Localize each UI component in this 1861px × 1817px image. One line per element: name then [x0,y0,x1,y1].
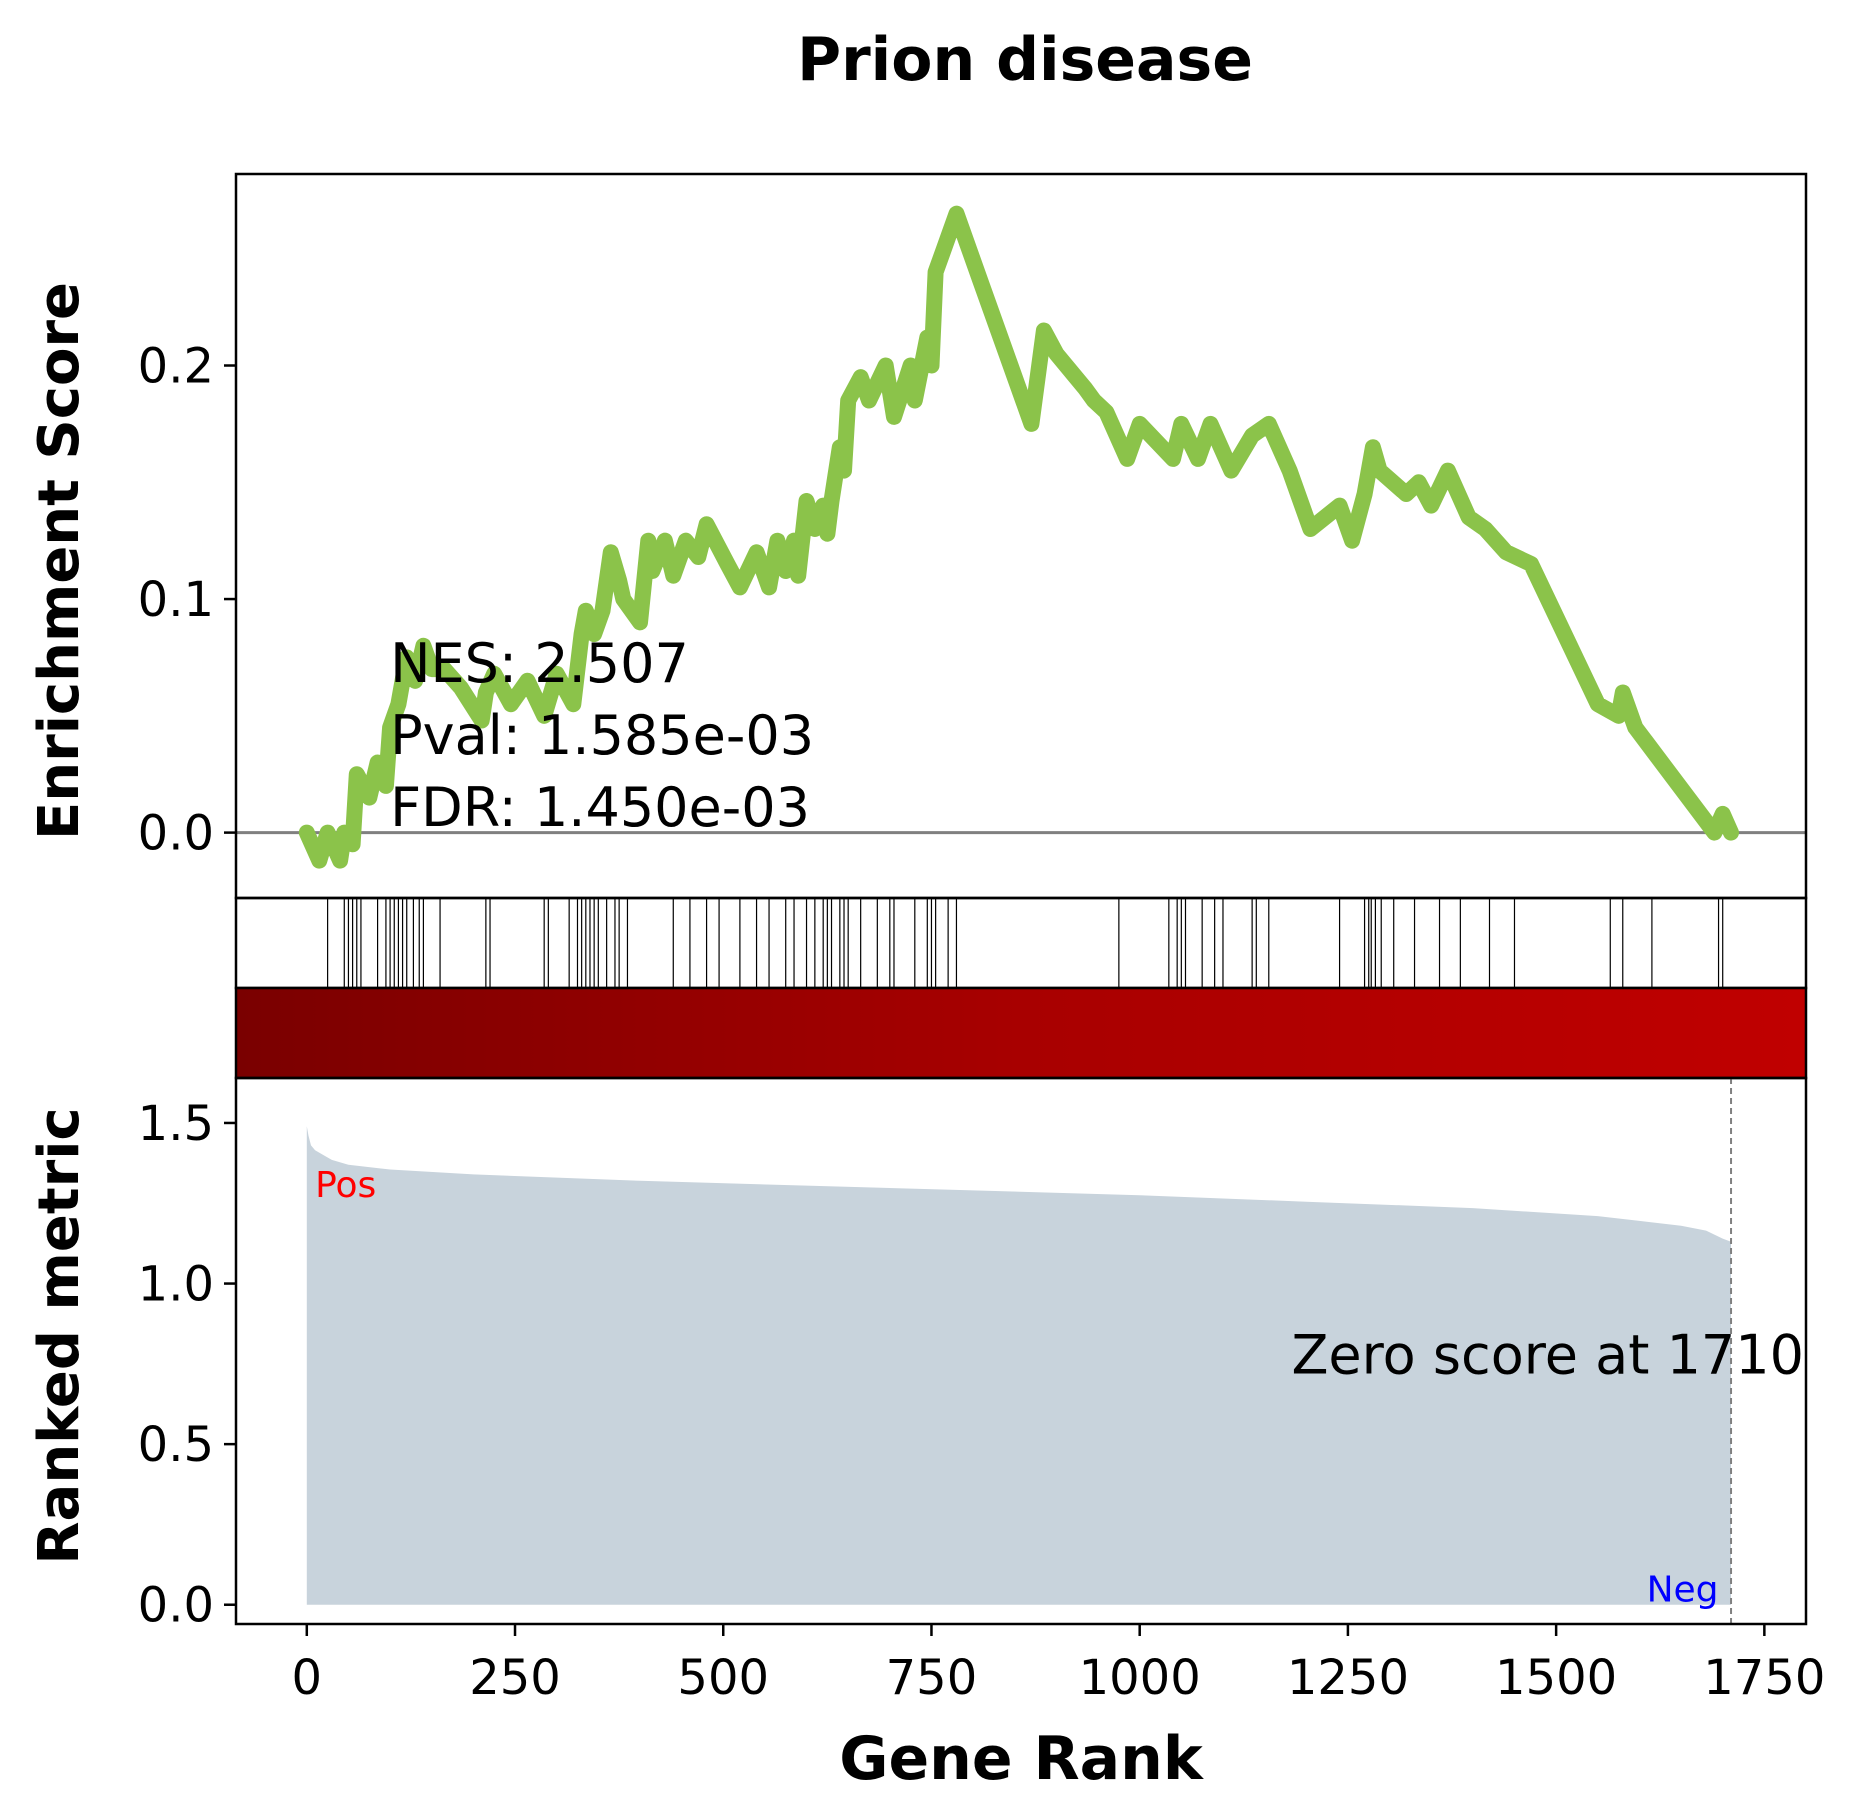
enrichment-panel: 0.0 0.1 0.2 NES: 2.507 Pval: 1.585e-03 FDR… [27,172,1808,900]
top-y-tick-label: 0.0 [138,806,214,862]
pos-label: Pos [315,1165,376,1206]
x-tick-label: 0 [292,1650,323,1706]
bottom-y-ticks: 0.0 0.5 1.0 1.5 [138,1096,236,1634]
bottom-y-axis-label: Ranked metric [27,1107,92,1564]
bottom-y-tick-label: 0.0 [138,1578,214,1634]
hit-panel [234,896,1808,990]
ranked-metric-panel-frame [234,1076,1808,1626]
x-axis-label: Gene Rank [839,1724,1205,1794]
x-tick-label: 750 [886,1650,978,1706]
zero-score-label: Zero score at 1710 [1291,1323,1804,1386]
x-ticks: 0 250 500 750 1000 1250 1500 1750 [292,1624,1825,1706]
bottom-y-tick-label: 1.5 [138,1096,214,1152]
pval-annotation: Pval: 1.585e-03 [390,704,814,767]
top-y-axis-label: Enrichment Score [27,282,92,840]
top-y-tick-label: 0.1 [138,572,214,628]
x-tick-label: 1500 [1495,1650,1617,1706]
ranked-metric-area [306,1126,1731,1605]
x-tick-label: 500 [677,1650,769,1706]
bottom-y-tick-label: 1.0 [138,1257,214,1313]
hit-lines [327,898,1724,988]
hit-panel-frame [234,896,1808,990]
top-y-tick-label: 0.2 [138,339,214,395]
neg-label: Neg [1647,1570,1719,1611]
x-tick-label: 250 [469,1650,561,1706]
x-tick-label: 1000 [1079,1650,1201,1706]
fdr-annotation: FDR: 1.450e-03 [390,776,810,839]
x-tick-label: 1750 [1703,1650,1825,1706]
ranked-metric-panel: Zero score at 1710 Pos Neg 0.00.51.01.5 … [27,1076,1825,1794]
chart-title: Prion disease [797,25,1253,95]
x-tick-label: 1250 [1287,1650,1409,1706]
top-y-ticks: 0.0 0.1 0.2 [138,339,236,862]
rank-gradient-bar [234,986,1808,1080]
nes-annotation: NES: 2.507 [390,632,689,695]
bottom-y-tick-label: 0.5 [138,1417,214,1473]
enrichment-score-line [298,205,1739,869]
